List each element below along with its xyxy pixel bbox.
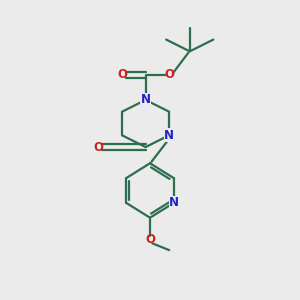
Text: O: O bbox=[145, 233, 155, 246]
Text: N: N bbox=[169, 196, 179, 209]
Text: N: N bbox=[164, 129, 174, 142]
Text: N: N bbox=[141, 93, 151, 106]
Text: O: O bbox=[164, 68, 174, 81]
Text: O: O bbox=[94, 141, 103, 154]
Text: O: O bbox=[117, 68, 127, 81]
